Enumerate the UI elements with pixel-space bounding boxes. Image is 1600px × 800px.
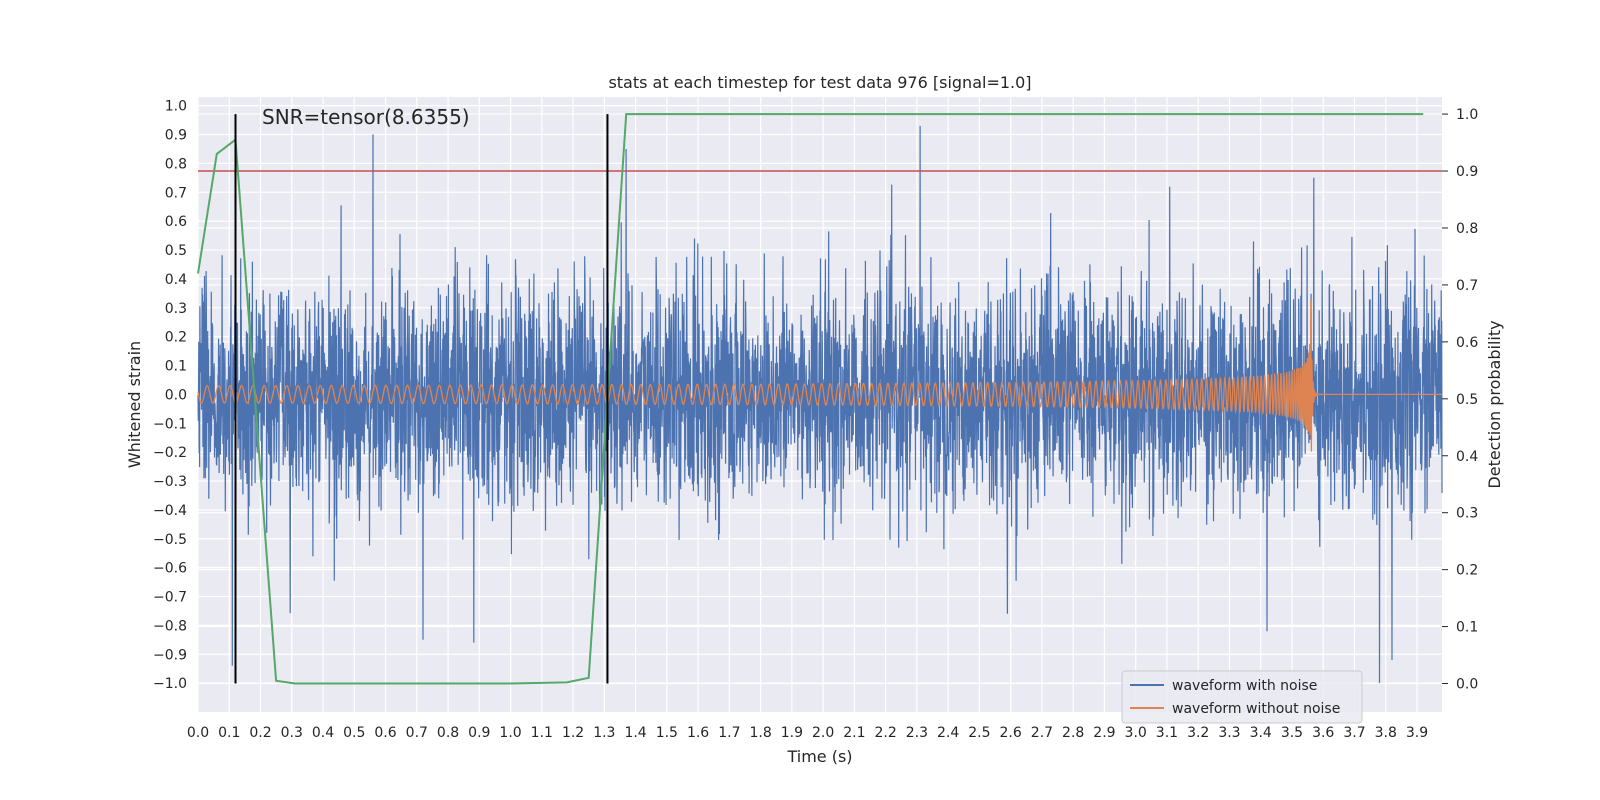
y-tick-label: −0.7 bbox=[153, 590, 187, 606]
x-tick-label: 2.0 bbox=[812, 725, 834, 741]
x-tick-label: 0.5 bbox=[343, 725, 365, 741]
y2-tick-label: 0.0 bbox=[1456, 677, 1478, 693]
snr-annotation: SNR=tensor(8.6355) bbox=[262, 105, 470, 129]
x-tick-label: 0.2 bbox=[249, 725, 271, 741]
x-tick-label: 0.9 bbox=[468, 725, 490, 741]
x-tick-label: 1.0 bbox=[499, 725, 521, 741]
y2-tick-label: 1.0 bbox=[1456, 107, 1478, 123]
y2-axis-label: Detection probability bbox=[1485, 320, 1504, 488]
x-tick-label: 0.0 bbox=[187, 725, 209, 741]
x-tick-label: 1.8 bbox=[749, 725, 771, 741]
y-tick-label: 0.6 bbox=[165, 214, 187, 230]
y2-tick-label: 0.6 bbox=[1456, 335, 1478, 351]
clean-waveform-line bbox=[197, 300, 1442, 452]
x-axis-label: Time (s) bbox=[786, 747, 852, 766]
x-tick-label: 0.1 bbox=[218, 725, 240, 741]
y2-tick-label: 0.4 bbox=[1456, 449, 1478, 465]
y-tick-label: 0.1 bbox=[165, 359, 187, 375]
y2-tick-label: 0.3 bbox=[1456, 506, 1478, 522]
x-tick-label: 3.1 bbox=[1156, 725, 1178, 741]
y-tick-label: 0.7 bbox=[165, 185, 187, 201]
x-tick-label: 3.0 bbox=[1125, 725, 1147, 741]
y-axis-label: Whitened strain bbox=[125, 341, 144, 468]
x-tick-label: 3.8 bbox=[1375, 725, 1397, 741]
x-tick-label: 2.4 bbox=[937, 725, 959, 741]
x-tick-label: 3.2 bbox=[1187, 725, 1209, 741]
x-tick-label: 2.5 bbox=[968, 725, 990, 741]
y-tick-label: −0.8 bbox=[153, 618, 187, 634]
x-tick-label: 2.1 bbox=[843, 725, 865, 741]
y-tick-label: −0.4 bbox=[153, 503, 187, 519]
tick-labels: 0.0 0.1 0.2 0.3 0.4 0.5 0.6 0.7 0.8 0.9 1.0 1.1 1.2 1… bbox=[153, 99, 1478, 741]
x-tick-label: 2.2 bbox=[875, 725, 897, 741]
x-tick-label: 0.8 bbox=[437, 725, 459, 741]
x-tick-label: 2.8 bbox=[1062, 725, 1084, 741]
y-tick-label: −0.3 bbox=[153, 474, 187, 490]
x-tick-label: 1.9 bbox=[781, 725, 803, 741]
legend-label-clean: waveform without noise bbox=[1172, 701, 1340, 717]
y-tick-label: −0.9 bbox=[153, 647, 187, 663]
y-tick-label: 0.2 bbox=[165, 330, 187, 346]
y-tick-label: 0.0 bbox=[165, 387, 187, 403]
y-tick-label: 0.4 bbox=[165, 272, 187, 288]
legend: waveform with noise waveform without noi… bbox=[1121, 670, 1363, 724]
y2-tick-label: 0.1 bbox=[1456, 620, 1478, 636]
x-tick-label: 1.5 bbox=[656, 725, 678, 741]
x-tick-label: 2.9 bbox=[1093, 725, 1115, 741]
x-tick-label: 1.3 bbox=[593, 725, 615, 741]
x-tick-label: 1.1 bbox=[531, 725, 553, 741]
series-layer bbox=[197, 113, 1443, 685]
legend-box bbox=[1121, 670, 1363, 724]
x-tick-label: 2.3 bbox=[906, 725, 928, 741]
x-tick-label: 3.5 bbox=[1281, 725, 1303, 741]
x-tick-label: 1.6 bbox=[687, 725, 709, 741]
y2-tick-label: 0.5 bbox=[1456, 392, 1478, 408]
detection-probability-line bbox=[197, 113, 1424, 685]
x-tick-label: 0.3 bbox=[281, 725, 303, 741]
x-tick-label: 3.6 bbox=[1312, 725, 1334, 741]
x-tick-label: 0.6 bbox=[374, 725, 396, 741]
y-tick-label: 0.8 bbox=[165, 156, 187, 172]
y2-tick-label: 0.2 bbox=[1456, 563, 1478, 579]
chart-title: stats at each timestep for test data 976… bbox=[608, 73, 1031, 92]
y2-tick-label: 0.9 bbox=[1456, 164, 1478, 180]
y-tick-label: −0.5 bbox=[153, 532, 187, 548]
y2-tick-label: 0.7 bbox=[1456, 278, 1478, 294]
y-tick-label: 1.0 bbox=[165, 99, 187, 115]
y-tick-label: 0.3 bbox=[165, 301, 187, 317]
y-tick-label: −0.6 bbox=[153, 561, 187, 577]
x-tick-label: 1.4 bbox=[624, 725, 646, 741]
y-tick-label: 0.5 bbox=[165, 243, 187, 259]
x-tick-label: 2.7 bbox=[1031, 725, 1053, 741]
x-tick-label: 3.3 bbox=[1218, 725, 1240, 741]
x-tick-label: 3.9 bbox=[1406, 725, 1428, 741]
x-tick-label: 3.7 bbox=[1343, 725, 1365, 741]
x-tick-label: 1.2 bbox=[562, 725, 584, 741]
x-tick-label: 0.7 bbox=[406, 725, 428, 741]
y-tick-label: 0.9 bbox=[165, 128, 187, 144]
y-tick-label: −0.2 bbox=[153, 445, 187, 461]
y-tick-label: −1.0 bbox=[153, 676, 187, 692]
x-tick-label: 0.4 bbox=[312, 725, 334, 741]
legend-label-noisy: waveform with noise bbox=[1172, 678, 1317, 694]
x-tick-label: 2.6 bbox=[1000, 725, 1022, 741]
y-tick-label: −0.1 bbox=[153, 416, 187, 432]
y2-tick-label: 0.8 bbox=[1456, 221, 1478, 237]
x-tick-label: 3.4 bbox=[1250, 725, 1272, 741]
x-tick-label: 1.7 bbox=[718, 725, 740, 741]
